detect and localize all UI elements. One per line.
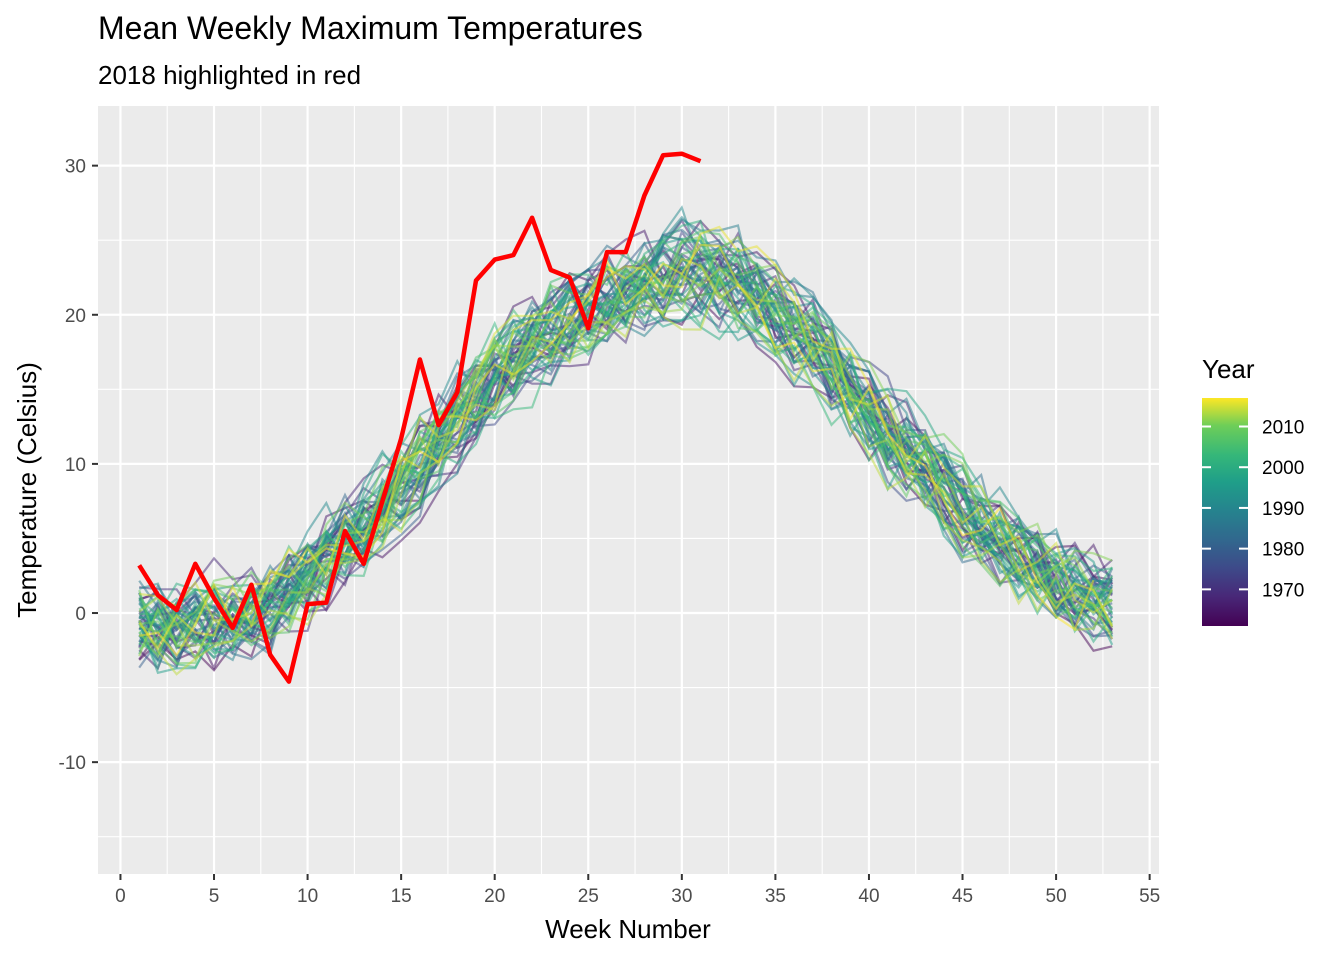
x-tick-label: 20 <box>484 886 505 907</box>
x-tick-label: 0 <box>115 886 126 907</box>
chart-subtitle: 2018 highlighted in red <box>98 60 362 90</box>
major-gridlines <box>98 106 1159 874</box>
x-tick-label: 25 <box>578 886 599 907</box>
minor-gridlines <box>98 106 1159 874</box>
x-axis-ticks: 0 5 10 15 20 25 30 35 40 45 50 55 <box>115 874 1160 907</box>
plot-panel <box>98 106 1159 874</box>
legend-tick-label: 1970 <box>1262 580 1304 601</box>
y-tick-label: 0 <box>75 604 86 625</box>
y-tick-label: 30 <box>65 157 86 178</box>
y-axis-label: Temperature (Celsius) <box>12 362 42 618</box>
x-tick-label: 10 <box>297 886 318 907</box>
legend-tick-label: 1990 <box>1262 499 1304 520</box>
year-line-2010 <box>138 235 1113 659</box>
year-line-2005 <box>138 239 1113 651</box>
x-tick-label: 35 <box>765 886 786 907</box>
x-tick-label: 40 <box>858 886 879 907</box>
x-tick-label: 15 <box>391 886 412 907</box>
legend-tick-label: 1980 <box>1262 540 1304 561</box>
y-tick-label: -10 <box>59 753 86 774</box>
year-line-2015 <box>139 257 1113 622</box>
year-line-2011 <box>138 235 1113 634</box>
x-tick-label: 5 <box>209 886 220 907</box>
legend-tick-label: 2000 <box>1262 458 1304 479</box>
y-tick-label: 20 <box>65 306 86 327</box>
chart-title: Mean Weekly Maximum Temperatures <box>98 10 643 46</box>
legend-colorbar <box>1202 398 1248 626</box>
x-tick-label: 45 <box>952 886 973 907</box>
x-axis-label: Week Number <box>545 914 711 944</box>
x-tick-label: 50 <box>1046 886 1067 907</box>
highlight-2018-line <box>137 151 702 684</box>
series-line-2018 <box>137 151 702 684</box>
year-line-1991 <box>138 205 1113 630</box>
legend-tick-label: 2010 <box>1262 418 1304 439</box>
year-line-2017 <box>139 243 1095 657</box>
year-line-2013 <box>138 267 1114 661</box>
background-year-lines <box>138 205 1114 676</box>
x-tick-label: 55 <box>1139 886 1160 907</box>
x-tick-label: 30 <box>671 886 692 907</box>
legend-ticks: 1970 1980 1990 2000 2010 <box>1202 418 1304 601</box>
y-tick-label: 10 <box>65 455 86 476</box>
y-axis-ticks: -10 0 10 20 30 <box>59 157 98 774</box>
legend-title: Year <box>1202 354 1255 384</box>
